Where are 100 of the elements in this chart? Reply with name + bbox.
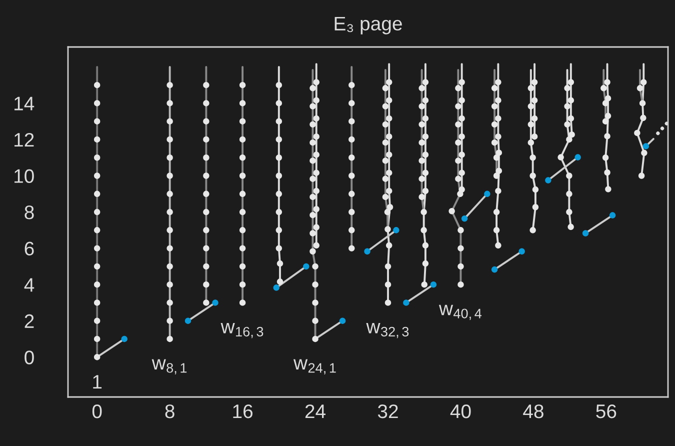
point	[455, 103, 462, 110]
point	[568, 79, 574, 86]
point	[458, 152, 465, 158]
point	[310, 212, 316, 218]
point	[276, 100, 282, 106]
point	[310, 85, 316, 92]
point	[276, 278, 284, 285]
point	[312, 281, 318, 288]
point	[348, 118, 355, 124]
point	[403, 300, 410, 306]
point	[312, 300, 318, 306]
point	[545, 177, 552, 184]
point	[203, 136, 210, 143]
x-tick-label: 32	[378, 404, 398, 418]
point	[276, 136, 282, 143]
point	[313, 79, 320, 86]
point	[604, 79, 610, 86]
point	[531, 79, 538, 86]
point	[386, 115, 392, 122]
point	[455, 158, 462, 164]
annotation: 1	[93, 375, 102, 389]
point	[384, 263, 392, 270]
point	[166, 100, 173, 106]
point	[418, 103, 425, 110]
point	[422, 260, 429, 267]
point	[574, 154, 581, 160]
point	[310, 176, 316, 182]
annotation: w$_{16,3}$	[220, 322, 264, 338]
point	[558, 154, 564, 160]
point	[532, 204, 539, 210]
point	[166, 227, 173, 234]
point	[530, 172, 536, 179]
point	[386, 133, 392, 140]
point	[422, 133, 429, 140]
point	[386, 97, 392, 104]
point	[166, 336, 173, 342]
point	[382, 158, 389, 164]
point	[310, 248, 316, 254]
point	[530, 227, 536, 234]
point	[94, 190, 100, 197]
point	[455, 121, 462, 128]
point	[166, 82, 173, 88]
point	[602, 100, 609, 106]
point	[348, 245, 355, 252]
point	[310, 230, 316, 236]
point	[493, 154, 500, 161]
point	[239, 300, 246, 306]
point	[458, 97, 465, 104]
point	[491, 139, 498, 146]
point	[386, 242, 392, 248]
point	[203, 172, 210, 179]
point	[493, 172, 500, 179]
point	[166, 263, 173, 270]
point	[348, 190, 355, 197]
point	[455, 85, 462, 92]
point	[94, 354, 100, 360]
point	[386, 152, 392, 158]
point	[531, 115, 538, 122]
point	[430, 281, 437, 288]
point	[312, 263, 318, 270]
point	[203, 100, 210, 106]
point	[94, 118, 100, 124]
point	[94, 172, 100, 179]
point	[382, 176, 389, 182]
point	[203, 300, 210, 306]
point	[166, 172, 173, 179]
annotation: w$_{8,1}$	[152, 359, 187, 374]
point	[239, 245, 246, 252]
point	[310, 194, 316, 200]
point	[382, 121, 389, 128]
point	[532, 186, 539, 193]
point	[203, 263, 210, 270]
point	[422, 242, 429, 248]
point	[313, 206, 320, 212]
y-tick-label: 4	[24, 278, 34, 292]
point	[493, 208, 500, 216]
point	[458, 245, 464, 252]
point	[568, 224, 574, 230]
point	[634, 130, 640, 136]
y-tick-label: 0	[24, 350, 34, 364]
point	[313, 188, 320, 194]
point	[528, 121, 534, 128]
y-tick-label: 8	[24, 205, 34, 220]
point	[313, 152, 320, 158]
point	[493, 227, 500, 234]
point	[276, 172, 282, 179]
point	[348, 100, 355, 106]
point	[312, 336, 318, 342]
point	[495, 79, 502, 86]
point	[564, 103, 570, 110]
point	[582, 230, 589, 236]
point	[420, 227, 427, 234]
y-tick-label: 2	[24, 314, 34, 328]
x-tick-label: 56	[596, 404, 616, 418]
point	[609, 212, 616, 218]
point	[166, 245, 173, 252]
point	[528, 139, 534, 146]
point	[528, 103, 534, 110]
point	[166, 136, 173, 143]
point	[491, 266, 498, 273]
